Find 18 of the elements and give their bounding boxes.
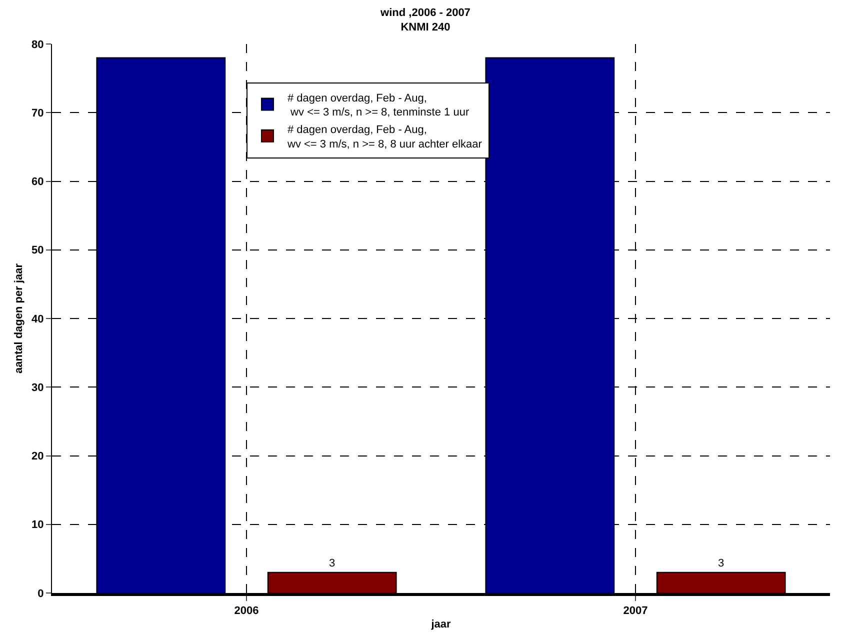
y-tick-label: 30 [32, 382, 44, 394]
y-tick-label: 0 [38, 588, 44, 600]
y-tick-label: 10 [32, 519, 44, 532]
y-tick-label: 80 [32, 38, 44, 51]
y-tick-label: 70 [32, 107, 44, 120]
y-tick-label: 20 [32, 450, 44, 463]
x-tick-label: 2007 [623, 605, 648, 618]
y-tick-label: 60 [32, 176, 44, 188]
x-tick-label: 2006 [234, 605, 259, 618]
x-axis-title: jaar [430, 618, 452, 630]
legend-label: # dagen overdag, Feb - Aug, wv <= 3 m/s, n >= 8, 8 uur achter elkaar [286, 124, 482, 150]
chart-title: wind ,2006 - 2007 KNMI 240 [380, 7, 470, 34]
data-label: 3 [329, 557, 336, 570]
y-tick-label: 40 [32, 313, 44, 326]
y-tick-label: 50 [32, 244, 44, 257]
data-label: 3 [718, 557, 724, 570]
y-axis-title: aantal dagen per jaar [13, 262, 26, 374]
legend-label: # dagen overdag, Feb - Aug, wv <= 3 m/s, n >= 8, tenminste 1 uur [288, 92, 470, 119]
